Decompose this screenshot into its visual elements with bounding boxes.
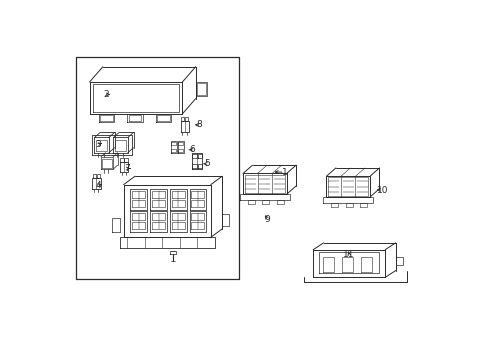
Text: 7: 7 — [124, 164, 130, 173]
Text: 1: 1 — [281, 168, 287, 177]
Text: 10: 10 — [376, 186, 387, 195]
Text: 3: 3 — [95, 140, 101, 149]
Text: 2: 2 — [103, 90, 109, 99]
Text: 9: 9 — [264, 215, 270, 224]
Text: 8: 8 — [196, 121, 202, 130]
Text: 4: 4 — [95, 181, 101, 190]
Text: 11: 11 — [343, 250, 354, 259]
Text: 6: 6 — [188, 145, 194, 154]
Text: 5: 5 — [203, 159, 209, 168]
